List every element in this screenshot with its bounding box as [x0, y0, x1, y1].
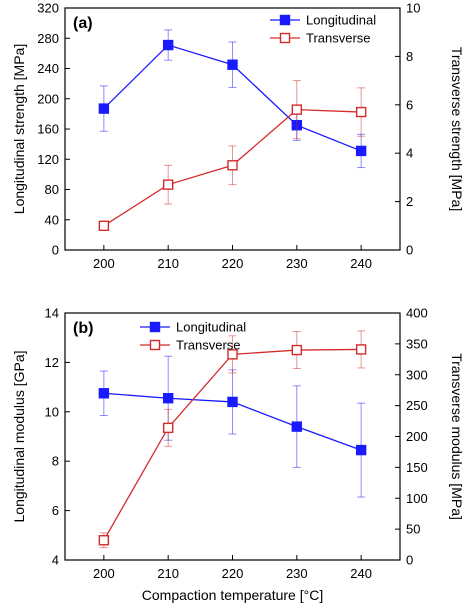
legend-marker — [279, 14, 291, 26]
y-right-tick-label: 4 — [406, 146, 413, 161]
legend-label: Longitudinal — [176, 320, 246, 335]
data-point — [291, 104, 303, 115]
data-point — [98, 388, 110, 399]
y-right-tick-label: 8 — [406, 49, 413, 64]
y-right-tick-label: 50 — [406, 522, 420, 537]
y-left-tick-label: 280 — [37, 31, 59, 46]
legend-marker — [149, 321, 161, 333]
data-point — [227, 349, 238, 360]
y-left-tick-label: 8 — [52, 454, 59, 469]
data-point — [162, 39, 174, 51]
y-right-tick-label: 200 — [406, 429, 428, 444]
data-point — [98, 220, 110, 232]
legend-label: Transverse — [306, 31, 371, 46]
y-left-tick-label: 6 — [52, 503, 59, 518]
data-point — [98, 535, 110, 546]
panel-b: 200 210 220 230 240 4 6 8 10 12 14 0 50 100 150 200 250 3… — [11, 306, 465, 604]
y-right-tick-label: 300 — [406, 367, 428, 382]
legend: Longitudinal Transverse — [270, 13, 376, 46]
y-left-tick-label: 4 — [52, 553, 59, 568]
data-point — [227, 160, 238, 171]
y-left-tick-label: 12 — [45, 355, 59, 370]
x-tick-label: 240 — [350, 256, 372, 271]
data-point — [227, 396, 238, 408]
data-point — [355, 145, 367, 157]
data-point — [291, 344, 303, 356]
y-left-axis-title: Longitudinal strength [MPa] — [11, 44, 27, 214]
x-tick-label: 240 — [350, 566, 372, 581]
y-right-tick-label: 400 — [406, 306, 428, 321]
x-tick-label: 210 — [157, 256, 179, 271]
x-tick-label: 230 — [286, 566, 308, 581]
y-left-tick-label: 320 — [37, 1, 59, 16]
x-tick-label: 200 — [93, 566, 115, 581]
data-point — [355, 444, 367, 456]
y-left-tick-label: 0 — [52, 243, 59, 258]
y-right-tick-label: 0 — [406, 243, 413, 258]
y-right-axis-title: Transverse modulus [MPa] — [449, 353, 465, 520]
x-tick-label: 220 — [222, 256, 244, 271]
legend-marker — [279, 32, 291, 44]
data-point — [98, 103, 110, 114]
data-point — [291, 421, 303, 432]
y-left-tick-label: 14 — [45, 306, 59, 321]
x-tick-label: 200 — [93, 256, 115, 271]
y-right-tick-label: 100 — [406, 491, 428, 506]
y-right-tick-label: 10 — [406, 1, 420, 16]
y-left-tick-label: 80 — [45, 182, 59, 197]
y-right-tick-label: 250 — [406, 398, 428, 413]
y-right-axis-title: Transverse strength [MPa] — [449, 47, 465, 211]
y-left-tick-label: 200 — [37, 91, 59, 106]
data-point — [162, 179, 174, 190]
panel-label: (b) — [73, 320, 93, 337]
panel-a: 200 210 220 230 2400408012016020024028032002… — [11, 1, 465, 272]
data-point — [162, 393, 174, 404]
legend-marker — [149, 339, 161, 351]
y-right-tick-label: 2 — [406, 194, 413, 209]
y-right-tick-label: 350 — [406, 336, 428, 351]
data-point — [227, 59, 238, 70]
y-left-tick-label: 120 — [37, 152, 59, 167]
y-right-tick-label: 6 — [406, 97, 413, 112]
y-left-tick-label: 160 — [37, 122, 59, 137]
panel-label: (a) — [73, 15, 93, 32]
data-point — [355, 344, 367, 355]
x-tick-label: 220 — [222, 566, 244, 581]
y-left-tick-label: 10 — [45, 404, 59, 419]
legend: Longitudinal Transverse — [140, 320, 246, 353]
legend-label: Longitudinal — [306, 13, 376, 28]
y-right-tick-label: 0 — [406, 553, 413, 568]
x-tick-label: 210 — [157, 566, 179, 581]
data-point — [162, 422, 174, 434]
data-point — [355, 106, 367, 118]
y-left-tick-label: 40 — [45, 212, 59, 227]
legend-label: Transverse — [176, 338, 241, 353]
y-left-axis-title: Longitudinal modulus [GPa] — [11, 351, 27, 523]
y-left-tick-label: 240 — [37, 61, 59, 76]
y-right-tick-label: 150 — [406, 460, 428, 475]
x-axis-title: Compaction temperature [°C] — [142, 587, 323, 603]
x-tick-label: 230 — [286, 256, 308, 271]
